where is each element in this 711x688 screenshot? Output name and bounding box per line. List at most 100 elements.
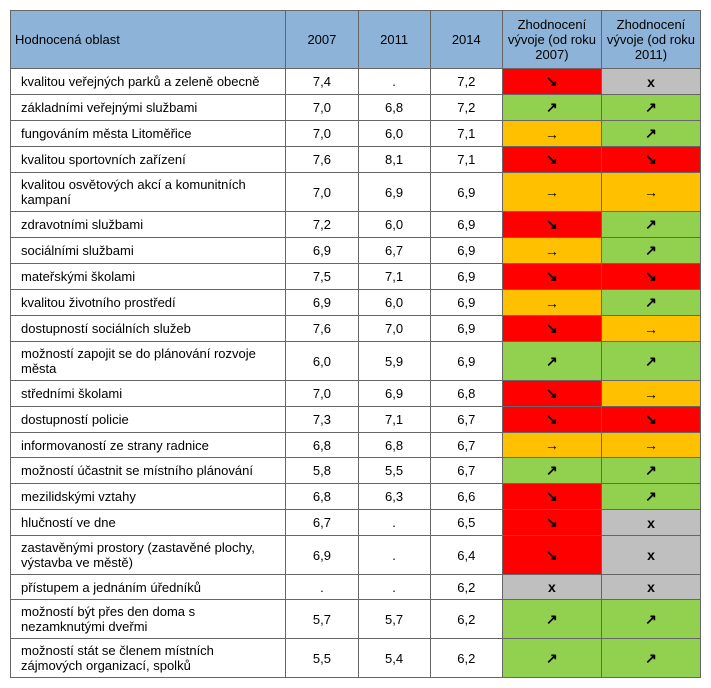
table-row: informovaností ze strany radnice6,86,86,… (11, 433, 701, 458)
trend-cell: ↘ (502, 407, 601, 433)
row-label: informovaností ze strany radnice (11, 433, 286, 458)
table-row: zastavěnými prostory (zastavěné plochy, … (11, 536, 701, 575)
row-label: možností stát se členem místních zájmový… (11, 639, 286, 678)
table-body: kvalitou veřejných parků a zeleně obecně… (11, 69, 701, 678)
trend-cell: ↘ (502, 316, 601, 342)
trend-cell: ↗ (502, 600, 601, 639)
value-cell: 6,7 (430, 458, 502, 484)
table-row: možností být přes den doma s nezamknutým… (11, 600, 701, 639)
trend-cell: ↘ (502, 69, 601, 95)
col-header-trend-2011: Zhodnocení vývoje (od roku 2011) (601, 11, 700, 69)
trend-cell: ↘ (601, 147, 700, 173)
trend-cell: ↗ (502, 639, 601, 678)
value-cell: 7,0 (286, 173, 358, 212)
trend-cell: ↘ (502, 510, 601, 536)
row-label: možností být přes den doma s nezamknutým… (11, 600, 286, 639)
trend-cell: ↗ (502, 458, 601, 484)
trend-cell: x (601, 575, 700, 600)
row-label: středními školami (11, 381, 286, 407)
value-cell: 6,9 (430, 212, 502, 238)
trend-cell: → (601, 381, 700, 407)
value-cell: 6,8 (430, 381, 502, 407)
trend-cell: ↗ (601, 639, 700, 678)
trend-cell: x (502, 575, 601, 600)
row-label: fungováním města Litoměřice (11, 121, 286, 147)
row-label: dostupností policie (11, 407, 286, 433)
table-row: možností účastnit se místního plánování5… (11, 458, 701, 484)
trend-cell: ↗ (601, 121, 700, 147)
trend-cell: ↗ (601, 458, 700, 484)
table-row: hlučností ve dne6,7.6,5↘x (11, 510, 701, 536)
trend-cell: ↘ (502, 484, 601, 510)
value-cell: 8,1 (358, 147, 430, 173)
value-cell: 6,8 (358, 95, 430, 121)
value-cell: 5,8 (286, 458, 358, 484)
trend-cell: ↗ (601, 484, 700, 510)
value-cell: 6,6 (430, 484, 502, 510)
table-row: dostupností sociálních služeb7,67,06,9↘→ (11, 316, 701, 342)
value-cell: 6,9 (430, 290, 502, 316)
table-row: přístupem a jednáním úředníků..6,2xx (11, 575, 701, 600)
row-label: mateřskými školami (11, 264, 286, 290)
table-row: dostupností policie7,37,16,7↘↘ (11, 407, 701, 433)
value-cell: 7,1 (358, 407, 430, 433)
value-cell: . (358, 536, 430, 575)
table-row: zdravotními službami7,26,06,9↘↗ (11, 212, 701, 238)
table-row: kvalitou sportovních zařízení7,68,17,1↘↘ (11, 147, 701, 173)
value-cell: 6,2 (430, 575, 502, 600)
value-cell: 6,4 (430, 536, 502, 575)
col-header-label: Hodnocená oblast (11, 11, 286, 69)
trend-cell: ↘ (601, 264, 700, 290)
value-cell: 6,8 (286, 484, 358, 510)
value-cell: 7,2 (430, 69, 502, 95)
trend-cell: ↘ (601, 407, 700, 433)
value-cell: 6,0 (358, 121, 430, 147)
value-cell: 6,7 (358, 238, 430, 264)
value-cell: 6,9 (430, 173, 502, 212)
trend-cell: → (502, 121, 601, 147)
value-cell: 6,0 (358, 290, 430, 316)
value-cell: 6,0 (286, 342, 358, 381)
row-label: zastavěnými prostory (zastavěné plochy, … (11, 536, 286, 575)
value-cell: . (358, 69, 430, 95)
value-cell: 6,9 (358, 381, 430, 407)
value-cell: . (358, 510, 430, 536)
trend-cell: ↗ (601, 600, 700, 639)
value-cell: 7,5 (286, 264, 358, 290)
trend-cell: → (502, 290, 601, 316)
value-cell: 6,9 (358, 173, 430, 212)
value-cell: 5,5 (358, 458, 430, 484)
value-cell: 7,0 (358, 316, 430, 342)
value-cell: 6,9 (286, 290, 358, 316)
trend-cell: → (502, 173, 601, 212)
value-cell: 6,8 (286, 433, 358, 458)
row-label: dostupností sociálních služeb (11, 316, 286, 342)
value-cell: 6,9 (286, 238, 358, 264)
value-cell: 7,6 (286, 316, 358, 342)
value-cell: 6,5 (430, 510, 502, 536)
col-header-2007: 2007 (286, 11, 358, 69)
table-row: možností zapojit se do plánování rozvoje… (11, 342, 701, 381)
trend-cell: → (502, 433, 601, 458)
value-cell: 6,2 (430, 600, 502, 639)
trend-cell: → (502, 238, 601, 264)
value-cell: 6,9 (286, 536, 358, 575)
header-row: Hodnocená oblast 2007 2011 2014 Zhodnoce… (11, 11, 701, 69)
value-cell: 6,0 (358, 212, 430, 238)
trend-cell: x (601, 69, 700, 95)
trend-cell: → (601, 173, 700, 212)
trend-cell: ↘ (502, 536, 601, 575)
trend-cell: → (601, 433, 700, 458)
row-label: kvalitou sportovních zařízení (11, 147, 286, 173)
trend-cell: x (601, 536, 700, 575)
table-row: mateřskými školami7,57,16,9↘↘ (11, 264, 701, 290)
value-cell: 7,6 (286, 147, 358, 173)
table-row: kvalitou veřejných parků a zeleně obecně… (11, 69, 701, 95)
trend-cell: ↘ (502, 381, 601, 407)
trend-cell: ↗ (601, 95, 700, 121)
table-row: kvalitou osvětových akcí a komunitních k… (11, 173, 701, 212)
table-row: středními školami7,06,96,8↘→ (11, 381, 701, 407)
value-cell: 7,3 (286, 407, 358, 433)
row-label: kvalitou osvětových akcí a komunitních k… (11, 173, 286, 212)
table-row: mezilidskými vztahy6,86,36,6↘↗ (11, 484, 701, 510)
